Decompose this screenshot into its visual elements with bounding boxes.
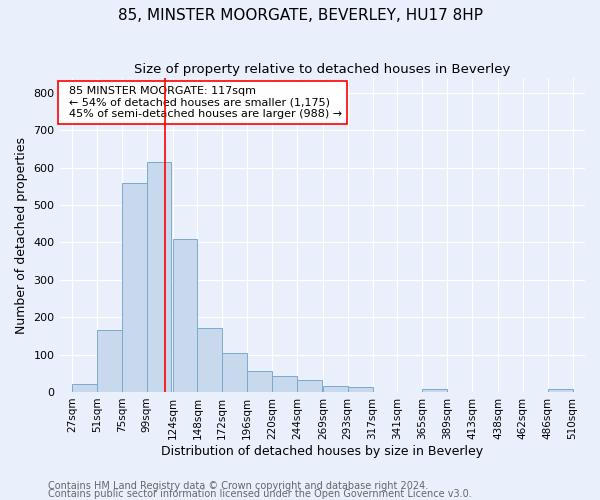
Title: Size of property relative to detached houses in Beverley: Size of property relative to detached ho… — [134, 62, 511, 76]
Bar — [422, 389, 447, 392]
Text: 85, MINSTER MOORGATE, BEVERLEY, HU17 8HP: 85, MINSTER MOORGATE, BEVERLEY, HU17 8HP — [118, 8, 482, 22]
Bar — [122, 182, 146, 392]
Bar — [222, 354, 247, 392]
Text: 85 MINSTER MOORGATE: 117sqm
  ← 54% of detached houses are smaller (1,175)
  45%: 85 MINSTER MOORGATE: 117sqm ← 54% of det… — [62, 86, 342, 119]
Bar — [247, 372, 272, 392]
Bar — [197, 328, 222, 392]
Bar — [146, 162, 172, 392]
Bar — [548, 389, 572, 392]
Y-axis label: Number of detached properties: Number of detached properties — [15, 136, 28, 334]
Bar — [97, 330, 122, 392]
Text: Contains HM Land Registry data © Crown copyright and database right 2024.: Contains HM Land Registry data © Crown c… — [48, 481, 428, 491]
Text: Contains public sector information licensed under the Open Government Licence v3: Contains public sector information licen… — [48, 489, 472, 499]
Bar — [347, 388, 373, 392]
Bar — [72, 384, 97, 392]
X-axis label: Distribution of detached houses by size in Beverley: Distribution of detached houses by size … — [161, 444, 484, 458]
Bar — [173, 238, 197, 392]
Bar — [297, 380, 322, 392]
Bar — [323, 386, 347, 392]
Bar — [272, 376, 297, 392]
